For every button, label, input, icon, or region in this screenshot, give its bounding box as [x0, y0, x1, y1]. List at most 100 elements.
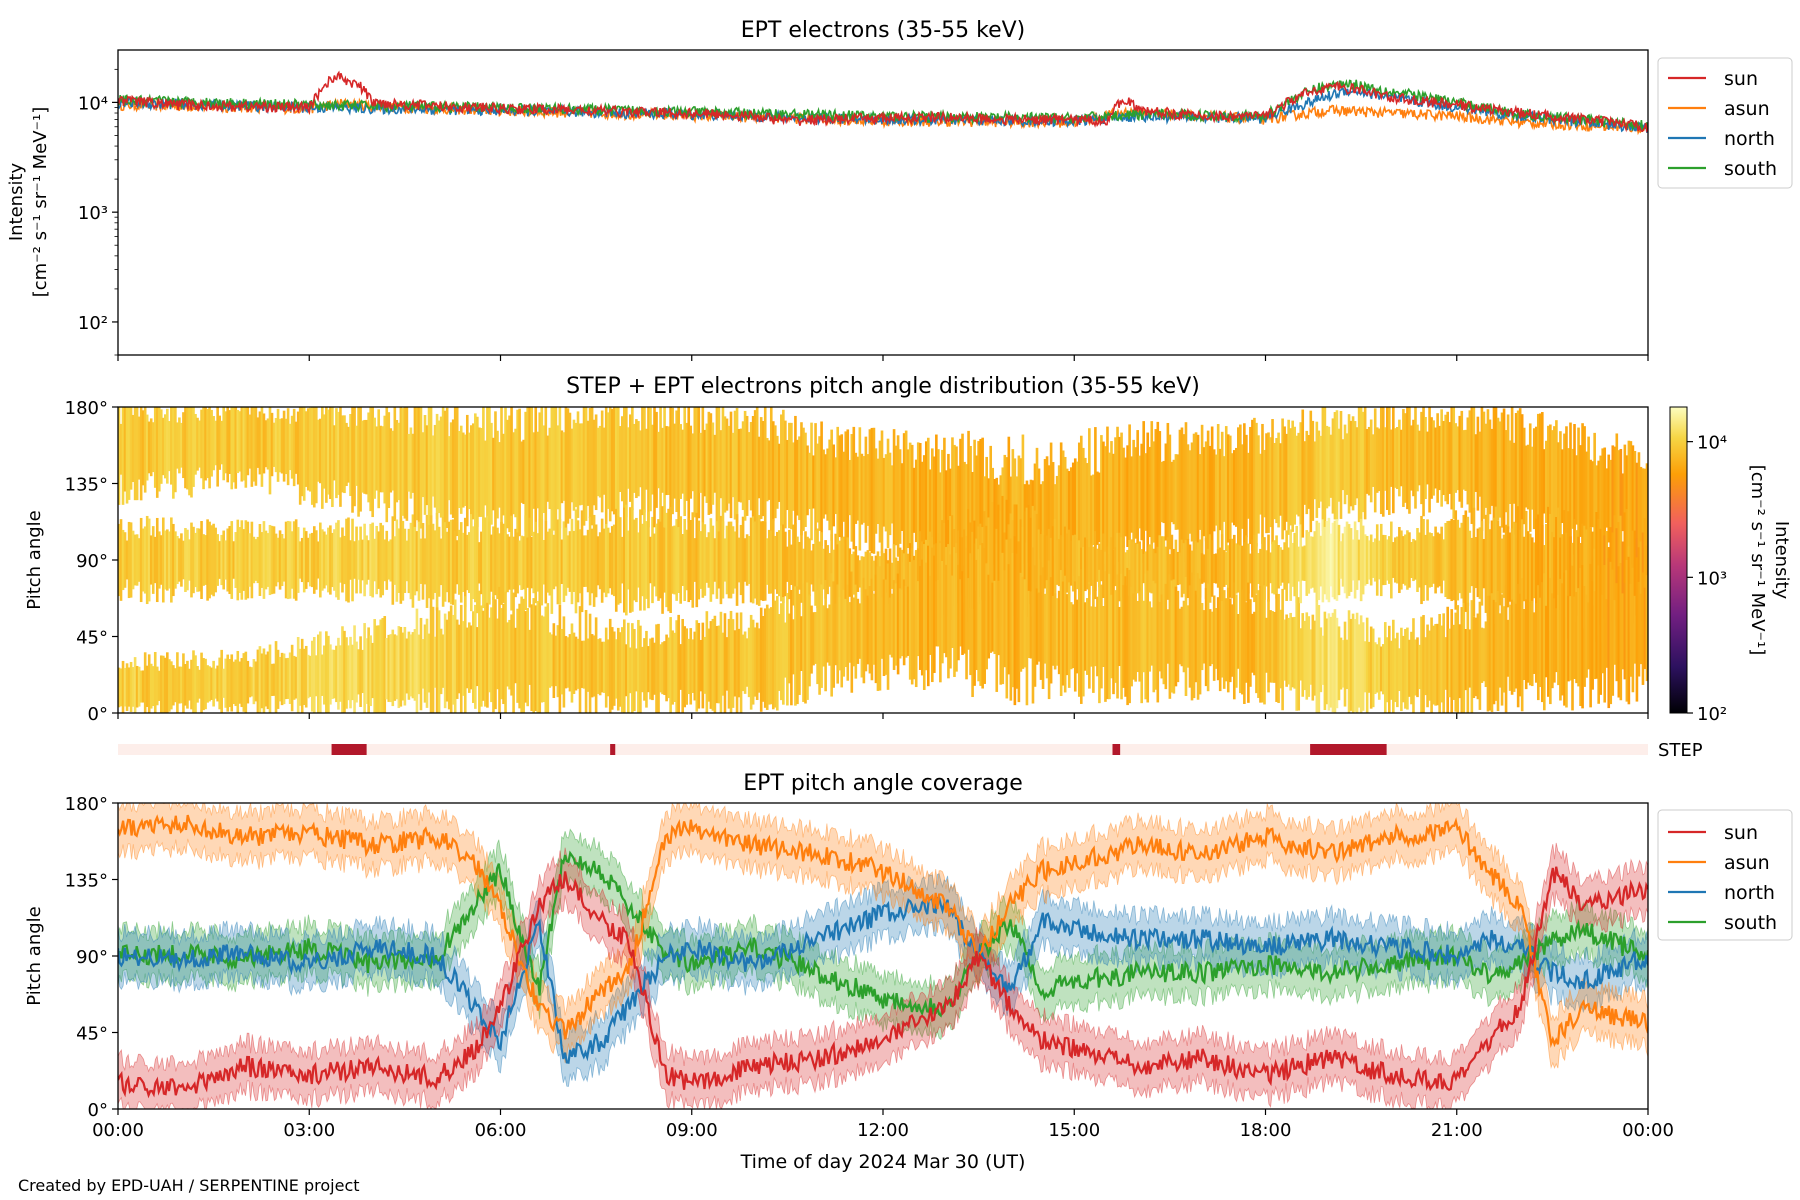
heatmap-column — [321, 654, 324, 696]
heatmap-column — [1200, 553, 1204, 584]
heatmap-column — [1639, 541, 1643, 613]
heatmap-column — [377, 625, 381, 713]
heatmap-column — [323, 414, 326, 489]
heatmap-column — [451, 419, 455, 518]
heatmap-column — [192, 650, 195, 713]
heatmap-column — [566, 637, 570, 688]
heatmap-column — [1327, 426, 1331, 507]
y-tick-label: 45° — [76, 1024, 108, 1045]
heatmap-column — [914, 551, 918, 688]
heatmap-column — [200, 521, 203, 599]
heatmap-column — [153, 536, 157, 584]
heatmap-column — [1104, 551, 1107, 581]
heatmap-column — [598, 532, 602, 590]
heatmap-column — [1420, 616, 1423, 713]
heatmap-column — [298, 648, 302, 706]
heatmap-column — [1188, 450, 1192, 534]
heatmap-column — [1206, 548, 1210, 589]
heatmap-column — [220, 534, 223, 586]
heatmap-column — [985, 456, 988, 583]
heatmap-column — [461, 621, 465, 696]
heatmap-column — [1210, 426, 1214, 555]
heatmap-column — [792, 442, 795, 511]
heatmap-column — [749, 517, 753, 603]
heatmap-column — [474, 523, 477, 603]
heatmap-column — [459, 522, 463, 603]
heatmap-column — [1255, 543, 1258, 594]
heatmap-column — [924, 562, 928, 671]
heatmap-column — [1398, 419, 1401, 497]
heatmap-column — [1192, 574, 1196, 699]
heatmap-column — [1271, 419, 1274, 545]
heatmap-column — [623, 619, 626, 713]
heatmap-column — [389, 428, 393, 493]
heatmap-column — [910, 444, 914, 555]
heatmap-column — [254, 661, 258, 702]
heatmap-column — [284, 418, 288, 475]
heatmap-column — [361, 649, 364, 694]
heatmap-column — [1198, 454, 1202, 530]
heatmap-column — [1498, 526, 1502, 606]
heatmap-column — [524, 515, 527, 611]
heatmap-column — [278, 418, 282, 473]
heatmap-column — [192, 407, 195, 487]
heatmap-column — [465, 534, 469, 591]
heatmap-column — [1271, 611, 1274, 683]
heatmap-column — [1536, 413, 1540, 546]
heatmap-column — [365, 419, 368, 495]
heatmap-column — [1182, 543, 1186, 594]
heatmap-column — [1055, 475, 1059, 564]
heatmap-column — [1069, 540, 1073, 586]
heatmap-column — [834, 603, 837, 666]
heatmap-column — [1196, 542, 1200, 595]
heatmap-column — [308, 655, 312, 697]
heatmap-column — [170, 517, 173, 603]
heatmap-column — [1448, 628, 1452, 698]
heatmap-column — [310, 640, 314, 712]
heatmap-column — [1355, 530, 1359, 590]
heatmap-column — [1065, 533, 1069, 593]
legend-label-north: north — [1724, 128, 1775, 150]
heatmap-column — [310, 532, 314, 588]
heatmap-column — [627, 622, 630, 713]
heatmap-column — [1311, 420, 1315, 521]
heatmap-column — [1007, 564, 1011, 675]
heatmap-column — [232, 407, 236, 483]
top-ylabel-line2: [cm⁻² s⁻¹ sr⁻¹ MeV⁻¹] — [30, 107, 51, 298]
heatmap-column — [1643, 587, 1647, 670]
heatmap-column — [451, 519, 455, 605]
heatmap-column — [1027, 590, 1031, 658]
heatmap-column — [1237, 613, 1240, 669]
heatmap-column — [542, 539, 546, 585]
heatmap-column — [1021, 576, 1025, 669]
y-tick-label: 45° — [76, 628, 108, 649]
heatmap-column — [1224, 426, 1228, 552]
heatmap-column — [616, 407, 620, 521]
heatmap-column — [349, 540, 352, 580]
heatmap-column — [937, 449, 940, 565]
heatmap-column — [870, 427, 874, 554]
heatmap-column — [1037, 592, 1041, 662]
heatmap-column — [123, 532, 127, 588]
heatmap-column — [1144, 551, 1148, 586]
heatmap-column — [1148, 446, 1152, 538]
heatmap-column — [1043, 535, 1047, 589]
heatmap-column — [1547, 585, 1550, 697]
heatmap-column — [763, 407, 767, 537]
heatmap-column — [1245, 535, 1248, 602]
heatmap-column — [240, 407, 244, 482]
heatmap-column — [1420, 411, 1423, 505]
heatmap-column — [580, 423, 584, 505]
heatmap-column — [222, 407, 225, 481]
heatmap-column — [971, 471, 974, 560]
heatmap-column — [1152, 548, 1156, 589]
heatmap-column — [423, 415, 427, 515]
heatmap-column — [1071, 535, 1075, 592]
heatmap-column — [270, 412, 274, 477]
heatmap-column — [918, 442, 922, 561]
heatmap-column — [1466, 602, 1470, 713]
heatmap-column — [262, 413, 266, 474]
heatmap-column — [1232, 534, 1236, 603]
heatmap-column — [139, 407, 143, 501]
heatmap-column — [961, 537, 964, 596]
